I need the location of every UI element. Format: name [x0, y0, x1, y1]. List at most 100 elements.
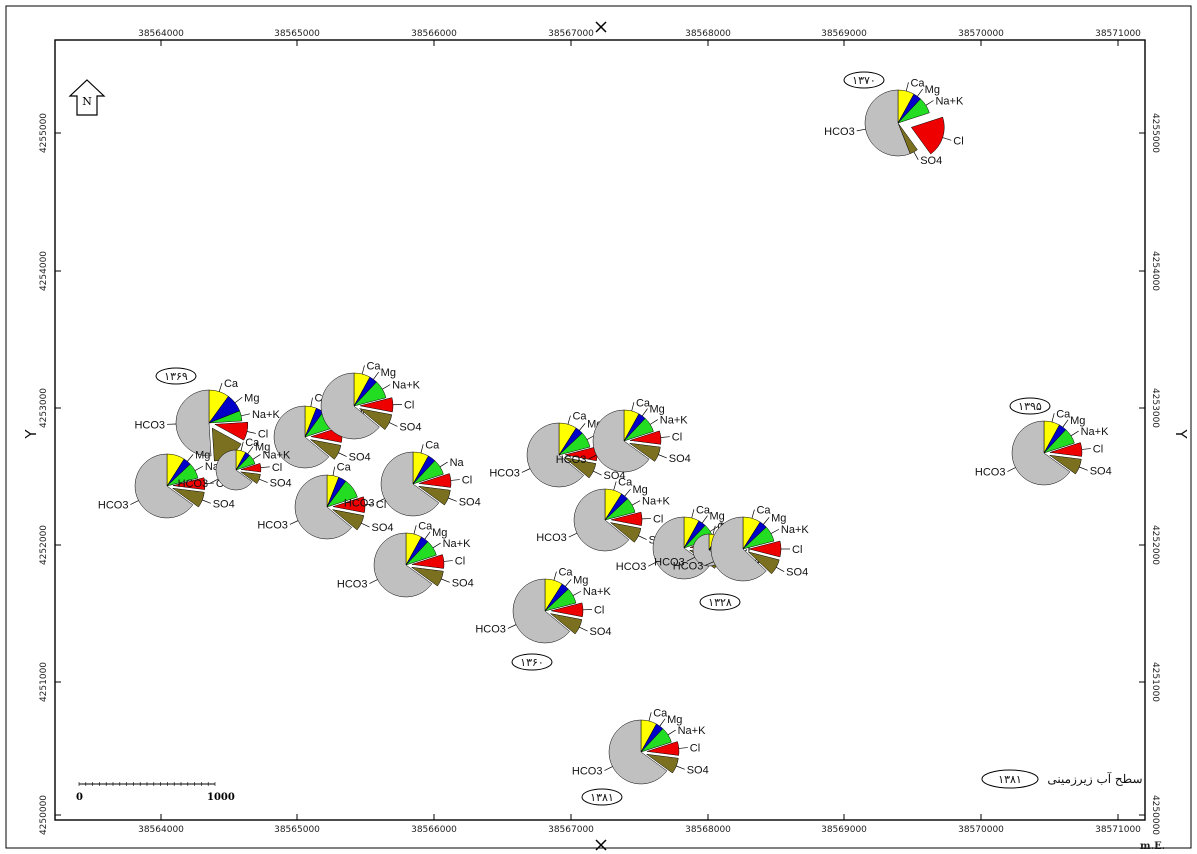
- pie-leader-line: [202, 499, 211, 504]
- pie-leader-line: [604, 766, 613, 771]
- pie-slice-hco3: [373, 532, 433, 598]
- pie-leader-line: [638, 535, 647, 540]
- pie-leader-line: [332, 466, 336, 476]
- pie-leader-line: [361, 365, 365, 375]
- pie-leader-line: [187, 454, 194, 462]
- x-tick-top: 38567000: [548, 29, 594, 39]
- pie-leader-line: [686, 556, 695, 562]
- pie-label: SO4: [349, 452, 371, 464]
- pie-label: HCO3: [344, 498, 375, 510]
- pie-label: HCO3: [536, 532, 567, 544]
- pie-label: Ca: [425, 439, 440, 451]
- pie-leader-line: [925, 100, 934, 106]
- y-tick-right: 4250000: [1150, 795, 1160, 835]
- pie-leader-line: [691, 509, 695, 519]
- pie-leader-line: [420, 444, 424, 454]
- station-year-ellipse: [155, 367, 197, 385]
- pie-slice-hco3: [175, 389, 212, 457]
- pie-label: SO4: [920, 155, 942, 167]
- x-tick-bottom: 38569000: [821, 825, 867, 835]
- pie-slice-cl: [910, 116, 945, 155]
- pie-leader-line: [259, 478, 268, 483]
- pie-label: Cl: [690, 743, 700, 755]
- pie-label: Na+K: [678, 725, 706, 737]
- x-axis-cross-top: [595, 21, 607, 33]
- pie-label: Mg: [632, 484, 647, 496]
- x-tick-top: 38565000: [274, 29, 320, 39]
- pie-label: SO4: [786, 567, 808, 579]
- y-tick-right: 4253000: [1150, 388, 1160, 428]
- y-tick-left: 4253000: [39, 388, 49, 428]
- pie-leader-line: [432, 542, 441, 549]
- pie-leader-line: [234, 396, 243, 404]
- scale-bar-start: 0: [76, 792, 83, 803]
- pie-label: Ca: [756, 505, 771, 517]
- pie-leader-line: [246, 431, 256, 434]
- pie-slice-cl: [411, 554, 445, 569]
- pie-leader-line: [631, 500, 641, 506]
- x-tick-bottom: 38570000: [958, 825, 1004, 835]
- pie-leader-line: [659, 718, 666, 727]
- pie-leader-line: [507, 624, 517, 629]
- pie-slice-hco3: [134, 453, 194, 519]
- pie-leader-line: [204, 482, 214, 484]
- pie-leader-line: [389, 422, 398, 427]
- pie-leader-line: [631, 402, 635, 412]
- pie-label: Cl: [953, 135, 963, 147]
- pie-leader-line: [588, 454, 597, 460]
- pie-label: SO4: [452, 577, 474, 589]
- pie-leader-line: [1062, 419, 1069, 428]
- pie-slice-na-k: [604, 498, 636, 521]
- pie-label: Mg: [573, 574, 588, 586]
- station-year: ۱۳۷۰: [852, 74, 876, 87]
- pie-label: Mg: [650, 404, 665, 416]
- pie-slice-so4: [172, 487, 205, 508]
- y-tick-right: 4251000: [1150, 662, 1160, 702]
- y-tick-right: 4254000: [1150, 251, 1160, 291]
- pie-slice-so4: [646, 753, 679, 774]
- pie-label: Cl: [792, 544, 802, 556]
- pie-slice-hco3: [652, 516, 710, 580]
- scale-bar: 0 1000: [76, 782, 235, 803]
- x-tick-bottom: 38568000: [685, 825, 731, 835]
- pie-label: Na+K: [660, 415, 688, 427]
- pie-label: Ca: [337, 462, 352, 474]
- y-tick-left: 4255000: [39, 113, 49, 153]
- station-year-ellipse: [581, 788, 623, 806]
- pie-label: Cl: [404, 399, 414, 411]
- pie-label: Mg: [255, 442, 270, 454]
- pie-leader-line: [361, 522, 370, 528]
- pie-leader-line: [624, 488, 631, 497]
- pie-leader-line: [1007, 467, 1016, 472]
- station-year-ellipse: [843, 71, 885, 89]
- pie-label: Cl: [455, 556, 465, 568]
- pie-label: SO4: [213, 498, 235, 510]
- pie-leader-line: [701, 515, 708, 524]
- y-axis-letter-left: Y: [22, 429, 40, 440]
- x-tick-top: 38568000: [685, 29, 731, 39]
- x-tick-top: 38564000: [138, 29, 184, 39]
- pie-leader-line: [905, 82, 909, 92]
- pie-slice-so4: [332, 509, 365, 531]
- pie-slice-cl: [646, 741, 680, 756]
- pie-leader-line: [751, 509, 755, 519]
- pie-label: Mg: [195, 449, 210, 461]
- pie-leader-line: [770, 528, 780, 534]
- pie-label: SO4: [459, 496, 481, 508]
- legend-year-ellipse: [981, 769, 1039, 789]
- pie-slice-hco3: [320, 372, 380, 440]
- pie-leader-line: [130, 500, 139, 505]
- x-tick-bottom: 38567000: [548, 825, 594, 835]
- pie-label: Ca: [910, 77, 925, 89]
- pie-label: HCO3: [337, 579, 368, 591]
- pie-leader-line: [443, 560, 453, 562]
- pie-slice-cl: [418, 473, 452, 488]
- pie-label: Na+K: [642, 496, 670, 508]
- pie-leader-line: [521, 468, 531, 473]
- pie-label: SO4: [399, 421, 421, 433]
